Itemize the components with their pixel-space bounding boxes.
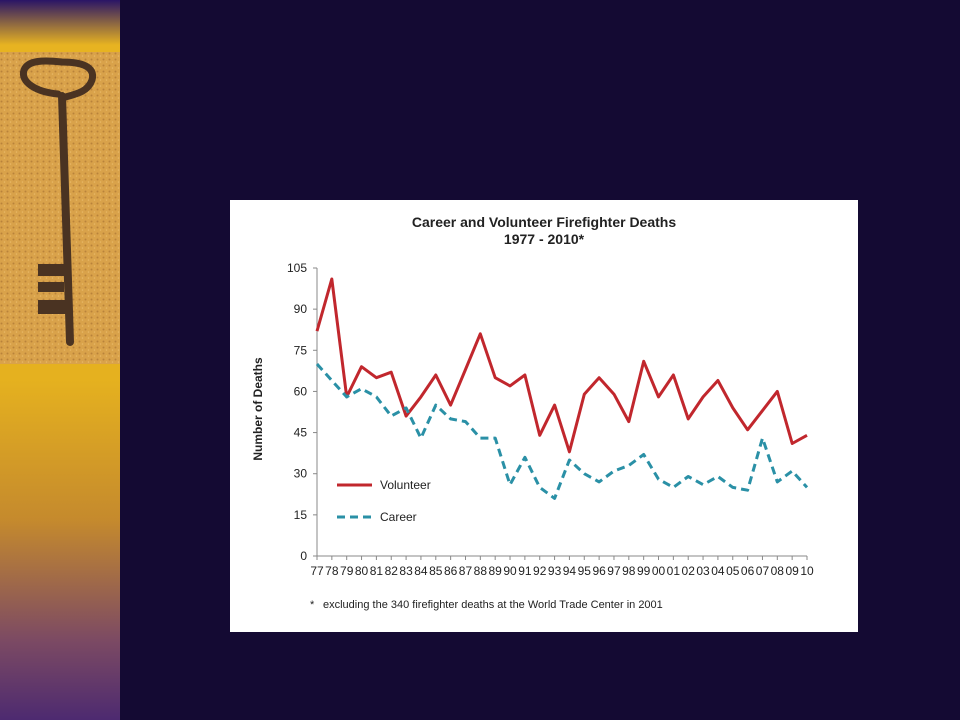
x-tick-label: 97: [607, 564, 621, 578]
legend-label-career: Career: [380, 510, 417, 524]
series-line-volunteer: [315, 277, 808, 454]
legend-label-volunteer: Volunteer: [380, 478, 431, 492]
chart-panel: Career and Volunteer Firefighter Deaths …: [230, 200, 858, 632]
y-axis-label: Number of Deaths: [251, 357, 265, 461]
left-decor-strip: [0, 0, 120, 720]
x-tick-label: 80: [355, 564, 369, 578]
x-tick-label: 85: [429, 564, 443, 578]
x-tick-label: 07: [756, 564, 770, 578]
x-tick-label: 84: [414, 564, 428, 578]
x-tick-label: 98: [622, 564, 636, 578]
x-tick-label: 83: [399, 564, 413, 578]
x-tick-label: 78: [325, 564, 339, 578]
x-tick-label: 96: [592, 564, 606, 578]
y-tick-label: 30: [294, 467, 308, 481]
x-tick-label: 05: [726, 564, 740, 578]
x-tick-label: 93: [548, 564, 562, 578]
x-tick-label: 88: [474, 564, 488, 578]
x-tick-label: 10: [800, 564, 814, 578]
y-tick-label: 0: [300, 549, 307, 563]
chart-subtitle: 1977 - 2010*: [504, 231, 585, 247]
y-tick-label: 45: [294, 426, 308, 440]
y-tick-label: 75: [294, 343, 308, 357]
x-tick-label: 82: [385, 564, 399, 578]
x-tick-label: 09: [785, 564, 799, 578]
y-tick-label: 90: [294, 302, 308, 316]
x-tick-label: 91: [518, 564, 532, 578]
x-tick-label: 00: [652, 564, 666, 578]
x-tick-label: 95: [578, 564, 592, 578]
footnote: excluding the 340 firefighter deaths at …: [323, 599, 663, 611]
x-tick-label: 86: [444, 564, 458, 578]
x-tick-label: 79: [340, 564, 354, 578]
x-tick-label: 08: [771, 564, 785, 578]
x-tick-label: 94: [563, 564, 577, 578]
x-tick-label: 77: [310, 564, 324, 578]
x-tick-label: 03: [696, 564, 710, 578]
x-tick-label: 87: [459, 564, 473, 578]
y-tick-label: 60: [294, 384, 308, 398]
x-tick-label: 04: [711, 564, 725, 578]
x-tick-label: 81: [370, 564, 384, 578]
series-line-career: [315, 362, 809, 500]
x-tick-label: 89: [489, 564, 503, 578]
y-tick-label: 15: [294, 508, 308, 522]
line-chart: Career and Volunteer Firefighter Deaths …: [251, 214, 814, 611]
x-tick-label: 01: [667, 564, 681, 578]
x-tick-label: 90: [503, 564, 517, 578]
key-photo: [0, 52, 120, 364]
x-tick-label: 99: [637, 564, 651, 578]
footnote-marker: *: [310, 599, 315, 611]
chart-title: Career and Volunteer Firefighter Deaths: [412, 214, 676, 230]
x-tick-label: 06: [741, 564, 755, 578]
y-tick-label: 105: [287, 261, 307, 275]
x-tick-label: 92: [533, 564, 547, 578]
x-tick-label: 02: [682, 564, 696, 578]
